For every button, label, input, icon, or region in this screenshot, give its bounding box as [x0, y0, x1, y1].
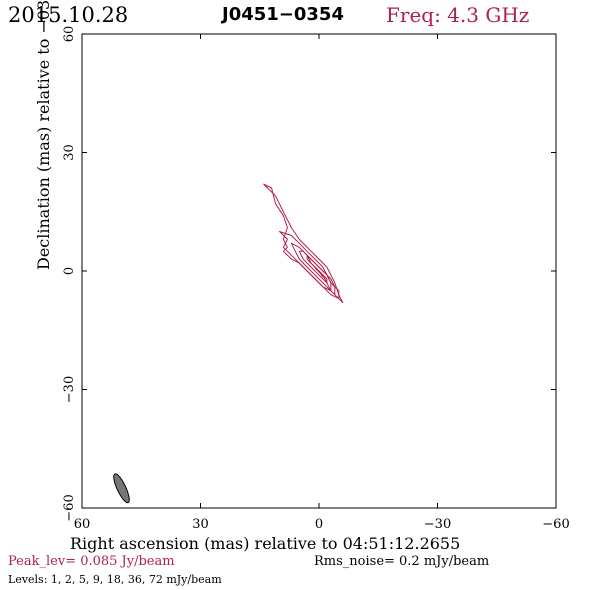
peak-level: Peak_lev= 0.085 Jy/beam	[8, 554, 175, 569]
y-tick-label: 0	[62, 267, 77, 275]
x-axis-label: Right ascension (mas) relative to 04:51:…	[70, 534, 461, 553]
observation-date: 2015.10.28	[8, 3, 129, 27]
contour-levels: Levels: 1, 2, 5, 9, 18, 36, 72 mJy/beam	[8, 573, 222, 586]
frequency-label: Freq: 4.3 GHz	[386, 3, 530, 27]
rms-noise: Rms_noise= 0.2 mJy/beam	[314, 554, 490, 569]
y-tick-label: 60	[62, 26, 77, 43]
contour-level-9	[298, 250, 332, 292]
beam-ellipse	[113, 473, 130, 504]
source-name: J0451−0354	[222, 4, 344, 25]
y-axis-label: Declination (mas) relative to −03:54:52.…	[34, 0, 53, 270]
contour-level-36	[310, 262, 324, 278]
x-tick-label: 60	[74, 517, 91, 532]
contour-level-2	[279, 231, 340, 300]
y-tick-label: 30	[62, 144, 77, 161]
y-tick-label: −60	[62, 494, 77, 521]
x-tick-label: 0	[315, 517, 323, 532]
contour-level-72	[314, 267, 322, 274]
x-tick-label: 30	[192, 517, 209, 532]
x-tick-label: −60	[542, 517, 569, 532]
x-tick-label: −30	[424, 517, 451, 532]
y-tick-label: −30	[62, 376, 77, 403]
